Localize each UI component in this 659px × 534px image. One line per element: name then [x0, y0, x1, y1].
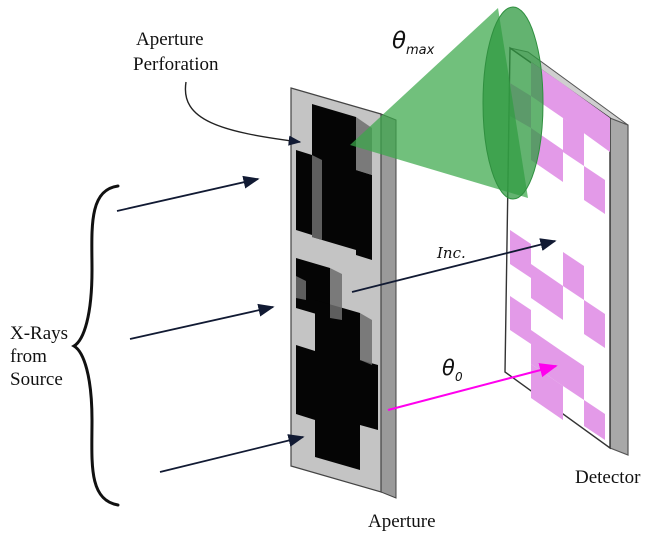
- aperture-plate: [290, 87, 397, 499]
- detector-pixel: [584, 400, 605, 440]
- detector-pixel: [531, 364, 563, 420]
- aperture-side: [380, 113, 397, 499]
- perforation-block: [315, 300, 360, 470]
- xrays-label-1: X-Rays: [10, 323, 68, 344]
- transmitted-rays: [351, 238, 558, 411]
- perforation-block: [356, 170, 372, 260]
- detector-pixel: [584, 166, 605, 214]
- aperture-label: Aperture: [368, 511, 436, 532]
- perforation-block: [296, 150, 312, 235]
- detector-label: Detector: [575, 467, 641, 488]
- xray-arrow: [159, 434, 305, 473]
- inc-label: Inc.: [436, 244, 466, 262]
- xray-arrow: [116, 175, 260, 212]
- perforation-block: [312, 104, 356, 250]
- detector-pixel: [563, 252, 584, 300]
- perforation-wall: [296, 276, 306, 300]
- perforation-leader-arrow: [184, 81, 302, 146]
- theta-max-label: θ max: [392, 28, 435, 58]
- detector-pixel: [563, 84, 610, 152]
- xrays-label-3: Source: [10, 369, 63, 390]
- detector-pixel: [563, 118, 584, 166]
- theta0-ray: [387, 363, 558, 411]
- cone-body: [350, 8, 528, 198]
- perforation-block: [296, 345, 315, 420]
- perforation-wall: [330, 268, 342, 320]
- inc-ray: [351, 238, 557, 293]
- detector-pixel: [584, 300, 605, 348]
- xray-curly-brace: [71, 184, 120, 507]
- theta-max-symbol: θ: [392, 28, 406, 54]
- theta-max-subscript: max: [406, 43, 435, 58]
- aperture-perforation-label-1: Aperture: [136, 29, 204, 50]
- theta-0-label: θ 0: [442, 356, 463, 384]
- perforation-block: [360, 360, 378, 430]
- cone-base: [482, 6, 544, 200]
- detector-pixel: [510, 230, 531, 278]
- theta-0-subscript: 0: [455, 370, 463, 384]
- perforation-wall: [312, 155, 322, 240]
- theta-max-cone: [350, 6, 544, 200]
- perforation-wall: [360, 313, 372, 365]
- detector-pixel: [531, 264, 563, 320]
- xrays-label-2: from: [10, 346, 47, 367]
- detector-pixel: [510, 296, 531, 344]
- detector-pixel: [563, 352, 584, 400]
- detector-side: [609, 117, 629, 456]
- theta-0-symbol: θ: [442, 356, 455, 380]
- xray-arrow: [129, 303, 275, 340]
- aperture-perforation-label-2: Perforation: [133, 54, 219, 75]
- incoming-xrays: [116, 175, 305, 473]
- aperture-perforations: [296, 104, 378, 470]
